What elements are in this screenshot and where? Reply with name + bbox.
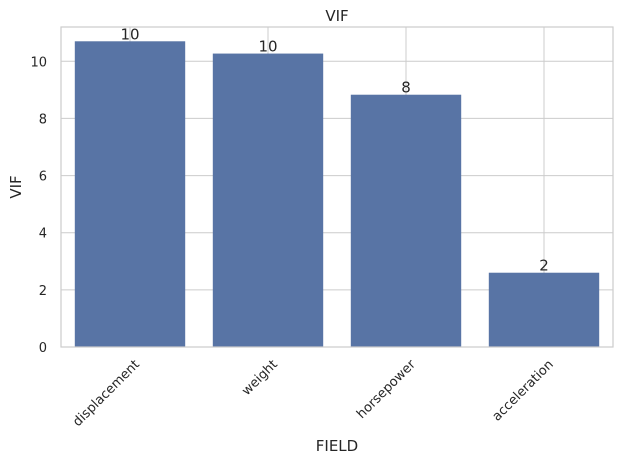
chart-title: VIF — [325, 7, 348, 25]
y-tick-label: 10 — [30, 55, 47, 70]
data-label: 8 — [401, 79, 411, 97]
plot-frame — [60, 26, 614, 348]
x-axis-label: FIELD — [316, 437, 358, 455]
data-labels: 10 10 8 2 — [120, 25, 548, 274]
y-tick-label: 4 — [39, 227, 47, 242]
y-tick-labels: 0 2 4 6 8 10 — [30, 55, 47, 356]
bars — [74, 41, 600, 348]
data-label: 2 — [539, 257, 549, 275]
y-axis-label: VIF — [7, 175, 25, 198]
bar — [350, 94, 462, 347]
y-tick-label: 0 — [39, 341, 47, 356]
data-label: 10 — [120, 25, 139, 43]
x-tick-label: displacement — [70, 357, 143, 430]
bar — [212, 53, 324, 347]
data-label: 10 — [258, 38, 277, 56]
x-tick-labels: displacement weight horsepower acceleration — [70, 357, 557, 430]
x-tick-label: horsepower — [354, 357, 419, 422]
bar — [488, 272, 600, 347]
y-tick-label: 2 — [39, 284, 47, 299]
x-tick-label: acceleration — [490, 357, 557, 424]
y-tick-label: 6 — [39, 170, 47, 185]
x-tick-label: weight — [239, 357, 281, 399]
bar — [74, 41, 186, 348]
y-tick-label: 8 — [39, 112, 47, 127]
